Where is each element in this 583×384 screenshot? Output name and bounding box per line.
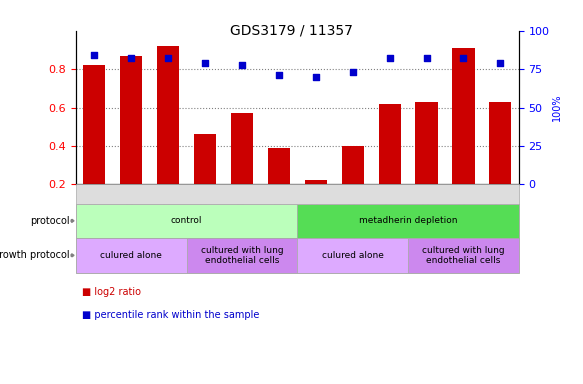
Text: cultured with lung
endothelial cells: cultured with lung endothelial cells — [201, 246, 283, 265]
Bar — [378, 104, 401, 223]
Point — [385, 55, 394, 61]
Text: protocol: protocol — [30, 216, 70, 226]
Text: GDS3179 / 11357: GDS3179 / 11357 — [230, 23, 353, 37]
Bar — [452, 48, 475, 223]
Bar — [489, 102, 511, 223]
Point — [90, 52, 99, 58]
Point — [496, 60, 505, 66]
Text: growth protocol: growth protocol — [0, 250, 70, 260]
Text: ■ percentile rank within the sample: ■ percentile rank within the sample — [82, 310, 259, 320]
Point — [127, 55, 136, 61]
Point — [459, 55, 468, 61]
Text: control: control — [171, 216, 202, 225]
Bar — [342, 146, 364, 223]
Bar — [194, 134, 216, 223]
Point — [163, 55, 173, 61]
Bar — [83, 65, 106, 223]
Bar — [157, 46, 179, 223]
Y-axis label: 100%: 100% — [552, 94, 563, 121]
Point — [237, 61, 247, 68]
Text: culured alone: culured alone — [322, 251, 384, 260]
Bar — [120, 56, 142, 223]
Bar — [268, 148, 290, 223]
Bar — [416, 102, 438, 223]
Point — [348, 69, 357, 75]
Point — [422, 55, 431, 61]
Bar — [231, 113, 253, 223]
Text: cultured with lung
endothelial cells: cultured with lung endothelial cells — [422, 246, 505, 265]
Point — [201, 60, 210, 66]
Point — [274, 72, 283, 78]
Point — [311, 74, 321, 80]
Text: ■ log2 ratio: ■ log2 ratio — [82, 287, 141, 297]
Text: metadherin depletion: metadherin depletion — [359, 216, 457, 225]
Text: culured alone: culured alone — [100, 251, 162, 260]
Bar — [305, 180, 327, 223]
